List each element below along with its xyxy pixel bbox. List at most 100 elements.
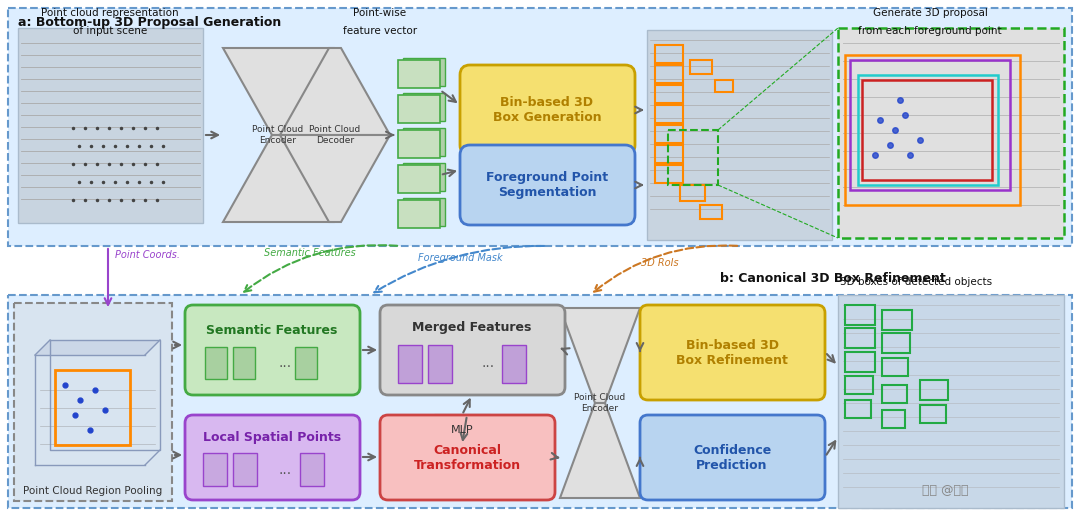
Text: Point Coords.: Point Coords.	[114, 250, 180, 260]
Bar	[920, 405, 946, 423]
Polygon shape	[561, 308, 640, 403]
Text: Merged Features: Merged Features	[413, 320, 531, 333]
Polygon shape	[280, 48, 390, 135]
Text: Semantic Features: Semantic Features	[206, 324, 338, 336]
FancyBboxPatch shape	[460, 145, 635, 225]
Bar	[233, 347, 255, 379]
FancyBboxPatch shape	[640, 305, 825, 400]
Text: a: Bottom-up 3D Proposal Generation: a: Bottom-up 3D Proposal Generation	[18, 16, 281, 29]
Text: 知乎 @王峰: 知乎 @王峰	[921, 483, 969, 496]
Bar	[399, 165, 440, 193]
Polygon shape	[222, 48, 333, 135]
Text: Point Cloud
Decoder: Point Cloud Decoder	[309, 125, 361, 144]
FancyBboxPatch shape	[185, 415, 360, 500]
Bar	[403, 163, 445, 191]
Bar	[399, 60, 440, 88]
Bar	[647, 30, 832, 240]
Bar	[654, 145, 683, 163]
Bar	[680, 185, 705, 201]
Bar	[882, 385, 907, 403]
Bar	[845, 400, 870, 418]
Bar	[845, 376, 873, 394]
Bar	[882, 333, 910, 353]
Polygon shape	[280, 135, 390, 222]
Text: Semantic Features: Semantic Features	[265, 248, 356, 258]
Bar	[399, 130, 440, 158]
FancyBboxPatch shape	[380, 305, 565, 395]
Bar	[862, 80, 993, 180]
Bar	[399, 345, 422, 383]
Text: Confidence
Prediction: Confidence Prediction	[693, 444, 771, 472]
FancyArrowPatch shape	[594, 246, 738, 292]
Text: Point cloud representation: Point cloud representation	[41, 8, 179, 18]
Text: Point-wise: Point-wise	[353, 8, 406, 18]
Bar	[403, 128, 445, 156]
FancyBboxPatch shape	[430, 415, 495, 445]
Bar	[403, 58, 445, 86]
FancyBboxPatch shape	[185, 305, 360, 395]
FancyBboxPatch shape	[640, 415, 825, 500]
Text: ...: ...	[279, 356, 292, 370]
Text: 3D RoIs: 3D RoIs	[642, 258, 679, 268]
Bar	[654, 85, 683, 103]
Text: Local Spatial Points: Local Spatial Points	[203, 430, 341, 443]
Polygon shape	[35, 340, 160, 355]
Text: ...: ...	[482, 356, 495, 370]
Text: b: Canonical 3D Box Refinement: b: Canonical 3D Box Refinement	[720, 271, 946, 284]
Bar	[8, 295, 1072, 508]
FancyBboxPatch shape	[380, 415, 555, 500]
Text: MLP: MLP	[450, 425, 473, 435]
Bar	[845, 305, 875, 325]
Text: Point Cloud
Encoder: Point Cloud Encoder	[575, 393, 625, 413]
Text: Bin-based 3D
Box Generation: Bin-based 3D Box Generation	[492, 96, 602, 124]
Bar	[654, 45, 683, 63]
Bar	[399, 95, 440, 123]
Bar	[838, 295, 1064, 508]
Bar	[920, 380, 948, 400]
Bar	[403, 198, 445, 226]
Bar	[669, 130, 718, 185]
Text: Foreground Point
Segmentation: Foreground Point Segmentation	[486, 171, 608, 199]
Bar	[845, 328, 875, 348]
Bar	[399, 200, 440, 228]
Text: Generate 3D proposal: Generate 3D proposal	[873, 8, 987, 18]
Bar	[233, 453, 257, 486]
Text: from each foreground point: from each foreground point	[859, 26, 1002, 36]
Bar	[882, 358, 908, 376]
Bar	[55, 370, 130, 445]
Bar	[838, 28, 1064, 238]
Bar	[428, 345, 453, 383]
Bar	[300, 453, 324, 486]
Bar	[715, 80, 733, 92]
Bar	[882, 310, 912, 330]
Bar	[205, 347, 227, 379]
Bar	[850, 60, 1010, 190]
Bar	[14, 303, 172, 501]
Bar	[295, 347, 318, 379]
Bar	[654, 105, 683, 123]
Bar	[858, 75, 998, 185]
Bar	[8, 8, 1072, 246]
Bar	[654, 165, 683, 183]
Text: 3D boxes of detected objects: 3D boxes of detected objects	[840, 277, 993, 287]
Bar	[203, 453, 227, 486]
Text: of input scene: of input scene	[72, 26, 147, 36]
Bar	[654, 65, 683, 83]
Text: Point Cloud
Encoder: Point Cloud Encoder	[253, 125, 303, 144]
Text: ...: ...	[279, 463, 292, 477]
Bar	[654, 125, 683, 143]
Text: Foreground Mask: Foreground Mask	[418, 253, 502, 263]
Bar	[845, 55, 1020, 205]
FancyArrowPatch shape	[244, 245, 397, 292]
FancyBboxPatch shape	[460, 65, 635, 155]
Bar	[18, 28, 203, 223]
Bar	[502, 345, 526, 383]
FancyArrowPatch shape	[375, 246, 544, 292]
Text: Point Cloud Region Pooling: Point Cloud Region Pooling	[24, 486, 163, 496]
Bar	[403, 93, 445, 121]
Text: feature vector: feature vector	[343, 26, 417, 36]
Polygon shape	[561, 403, 640, 498]
Text: Bin-based 3D
Box Refinement: Bin-based 3D Box Refinement	[676, 339, 788, 367]
Polygon shape	[222, 135, 333, 222]
Bar	[882, 410, 905, 428]
